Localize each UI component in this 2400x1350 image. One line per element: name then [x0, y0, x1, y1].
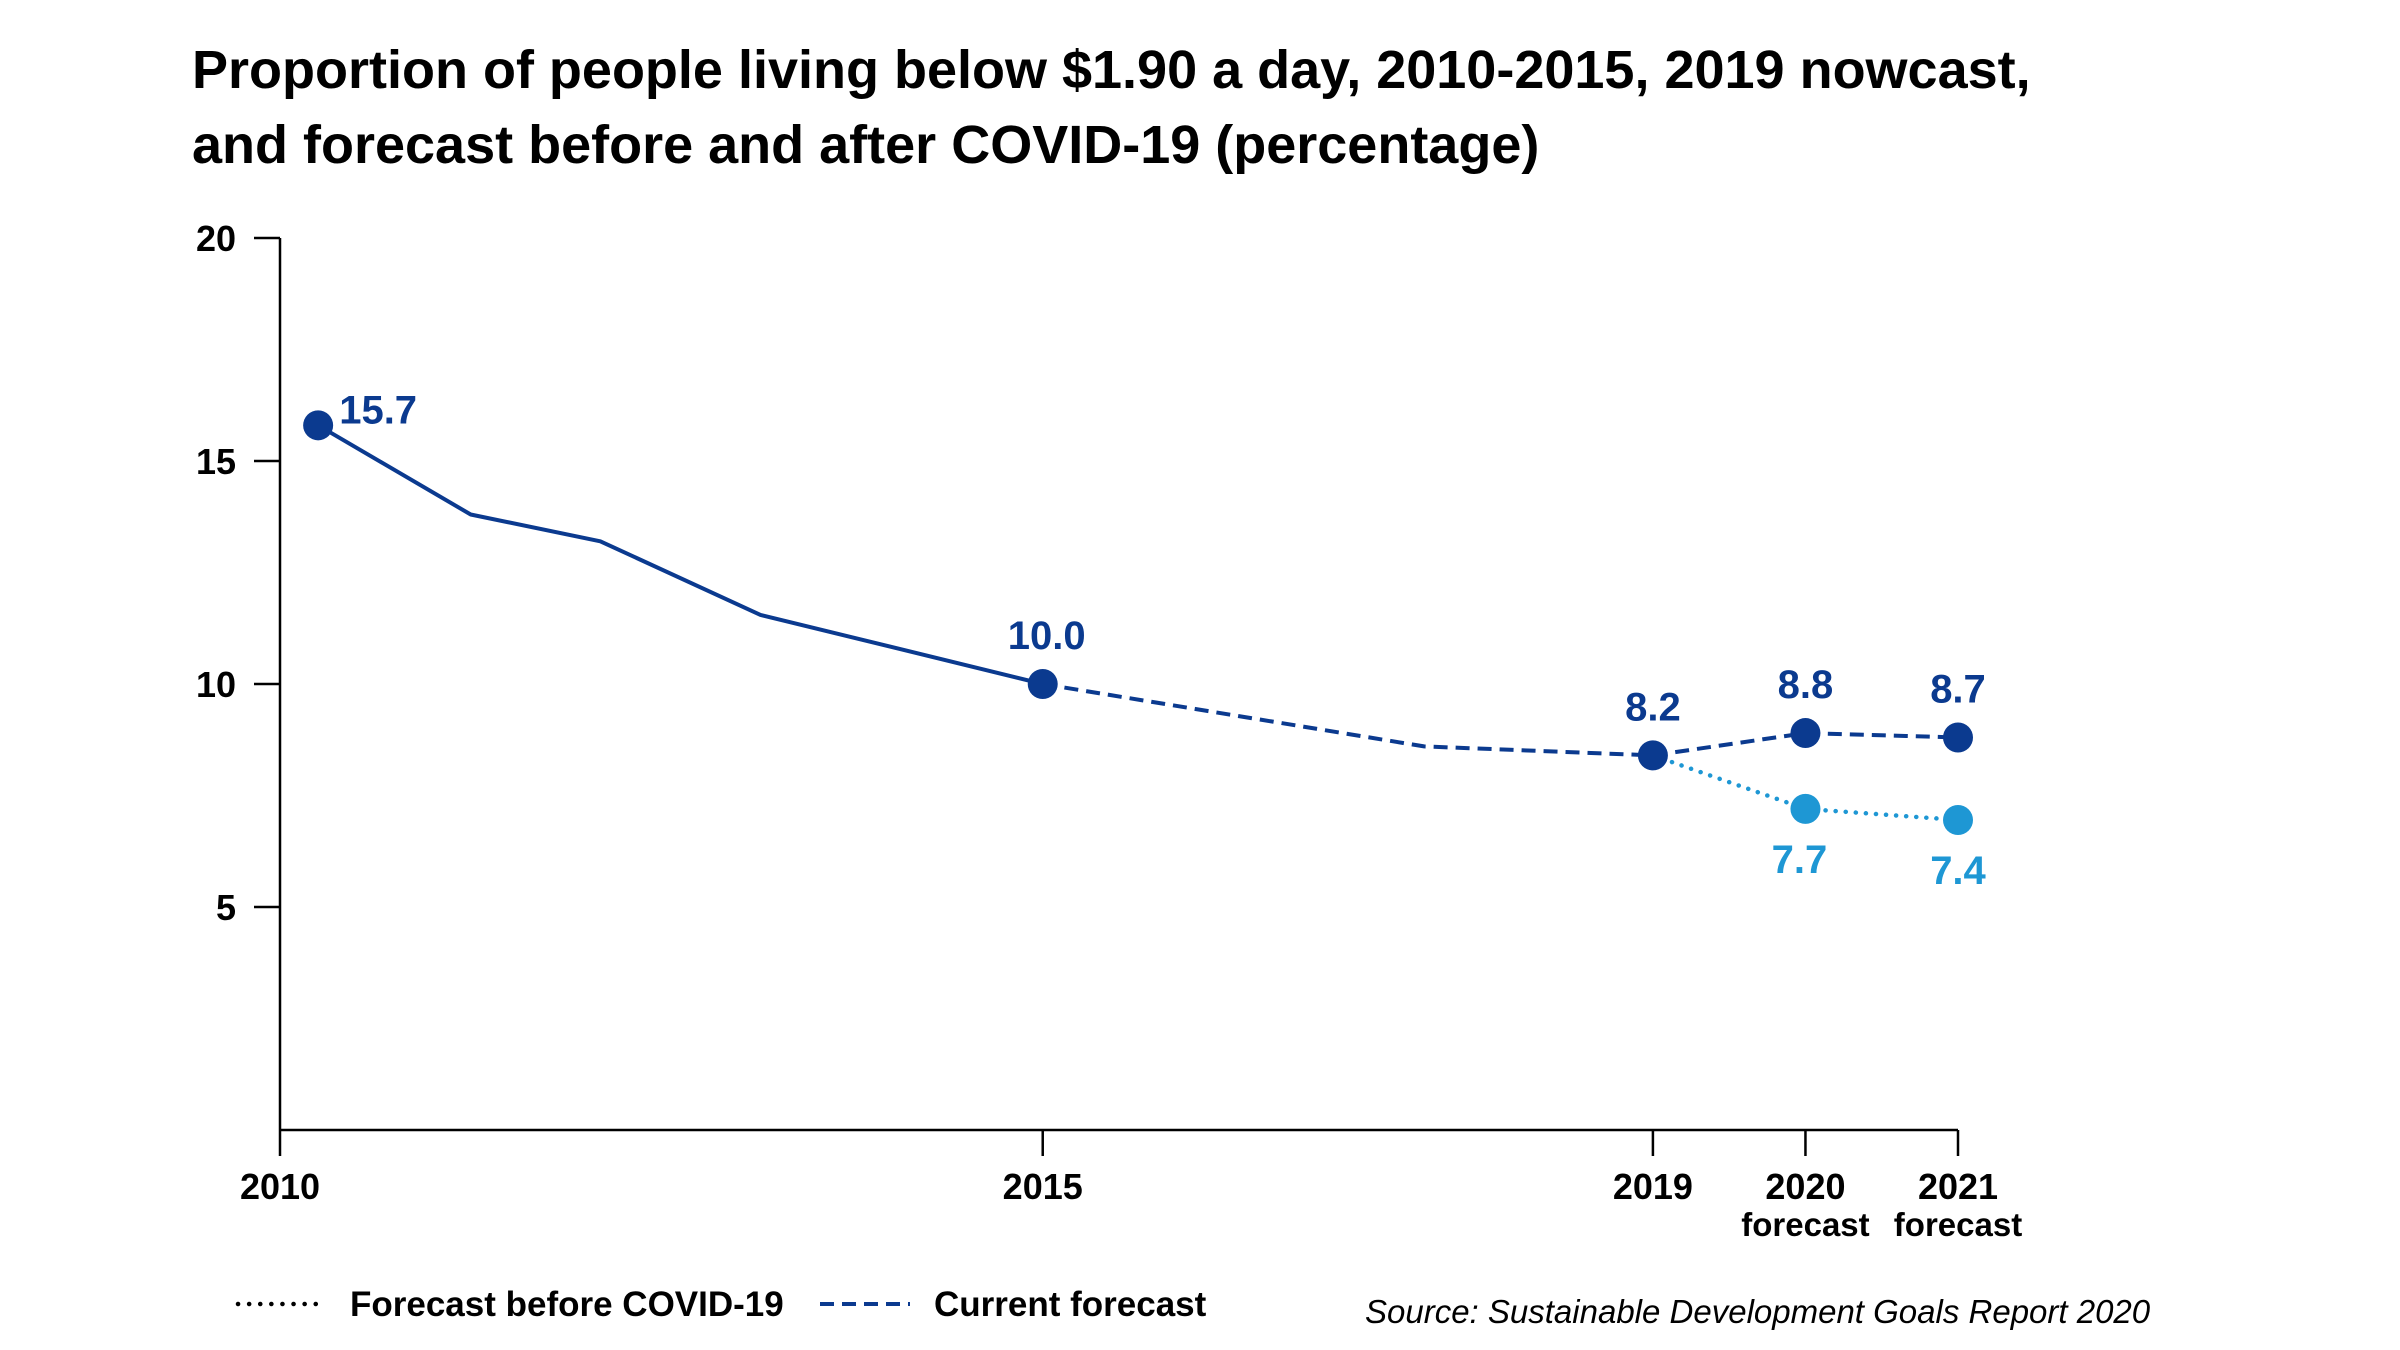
x-tick-label: 2010 — [240, 1166, 320, 1207]
chart-legend: Forecast before COVID-19 Current forecast — [235, 1285, 1207, 1324]
data-label: 10.0 — [1008, 614, 1086, 658]
y-tick-label: 10 — [196, 664, 236, 705]
series-line-historical — [317, 423, 1044, 686]
x-tick-label: 2020 — [1765, 1166, 1845, 1207]
data-point-forecast-before-covid — [1943, 805, 1973, 836]
data-label: 15.7 — [339, 388, 417, 432]
source-note: Source: Sustainable Development Goals Re… — [1365, 1293, 2151, 1330]
x-tick-label: 2019 — [1613, 1166, 1693, 1207]
data-label: 8.7 — [1930, 668, 1986, 712]
data-point-forecast-before-covid — [1790, 793, 1821, 824]
data-label: 7.4 — [1930, 849, 1986, 893]
legend-label: Forecast before COVID-19 — [350, 1285, 784, 1324]
x-tick-label: 2015 — [1003, 1166, 1083, 1207]
chart-title-line-2: and forecast before and after COVID-19 (… — [192, 115, 1539, 175]
y-tick-label: 5 — [216, 887, 236, 928]
data-label: 8.2 — [1625, 685, 1681, 729]
data-label: 8.8 — [1778, 663, 1834, 707]
x-tick-sublabel: forecast — [1741, 1206, 1869, 1243]
legend-label: Current forecast — [934, 1285, 1207, 1324]
y-tick-label: 20 — [196, 218, 236, 259]
y-tick-label: 15 — [196, 441, 236, 482]
chart-title-line-1: Proportion of people living below $1.90 … — [192, 40, 2031, 100]
x-tick-sublabel: forecast — [1894, 1206, 2022, 1243]
data-point-historical — [303, 410, 334, 441]
x-tick-label: 2021 — [1918, 1166, 1998, 1207]
data-point-current-forecast — [1790, 718, 1821, 749]
chart-title: Proportion of people living below $1.90 … — [192, 40, 2031, 175]
series-line-current-forecast — [1042, 682, 1959, 758]
data-label: 7.7 — [1772, 838, 1828, 882]
data-point-historical — [1027, 669, 1058, 699]
chart-data-labels: 15.7 10.0 8.2 8.8 8.7 7.7 7.4 — [339, 388, 1986, 893]
chart-series — [303, 410, 1973, 836]
data-point-current-forecast — [1943, 722, 1973, 753]
data-point-current-forecast — [1637, 740, 1668, 771]
